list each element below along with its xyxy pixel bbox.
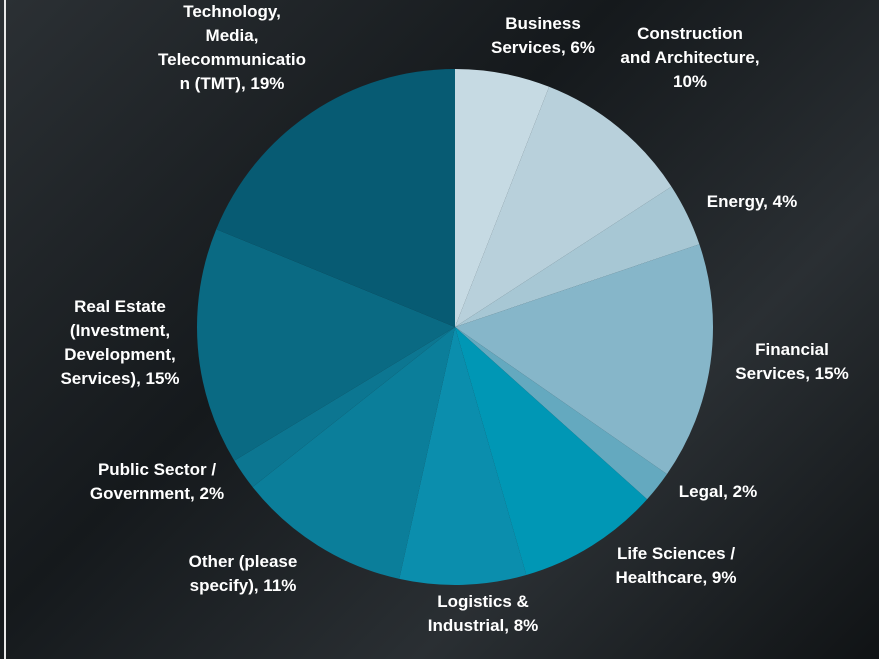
pie-slice xyxy=(455,327,648,575)
pie-slice xyxy=(216,69,455,327)
pie-slice xyxy=(252,327,455,579)
pie-slice xyxy=(399,327,527,585)
slice-label: Other (please specify), 11% xyxy=(188,552,298,595)
slice-label: Energy, 4% xyxy=(706,192,798,211)
slice-label: Life Sciences / Healthcare, 9% xyxy=(615,544,737,587)
slice-label: Public Sector / Government, 2% xyxy=(89,460,225,503)
slice-label: Construction and Architecture, 10% xyxy=(620,24,760,91)
edge-line xyxy=(4,0,6,659)
pie-slice xyxy=(234,327,455,487)
pie-slice xyxy=(455,244,713,475)
slice-label: Financial Services, 15% xyxy=(735,340,849,383)
slice-label: Real Estate (Investment, Development, Se… xyxy=(60,297,180,388)
slice-label: Legal, 2% xyxy=(678,482,758,501)
pie-slice xyxy=(455,69,550,327)
pie-slice xyxy=(197,229,455,461)
pie-slice xyxy=(455,186,700,327)
slice-label: Business Services, 6% xyxy=(491,14,595,57)
slice-label: Logistics & Industrial, 8% xyxy=(427,592,539,635)
slice-label: Technology, Media, Telecommunication (TM… xyxy=(158,2,306,93)
pie-slice xyxy=(455,327,667,500)
pie-slice xyxy=(455,86,672,327)
